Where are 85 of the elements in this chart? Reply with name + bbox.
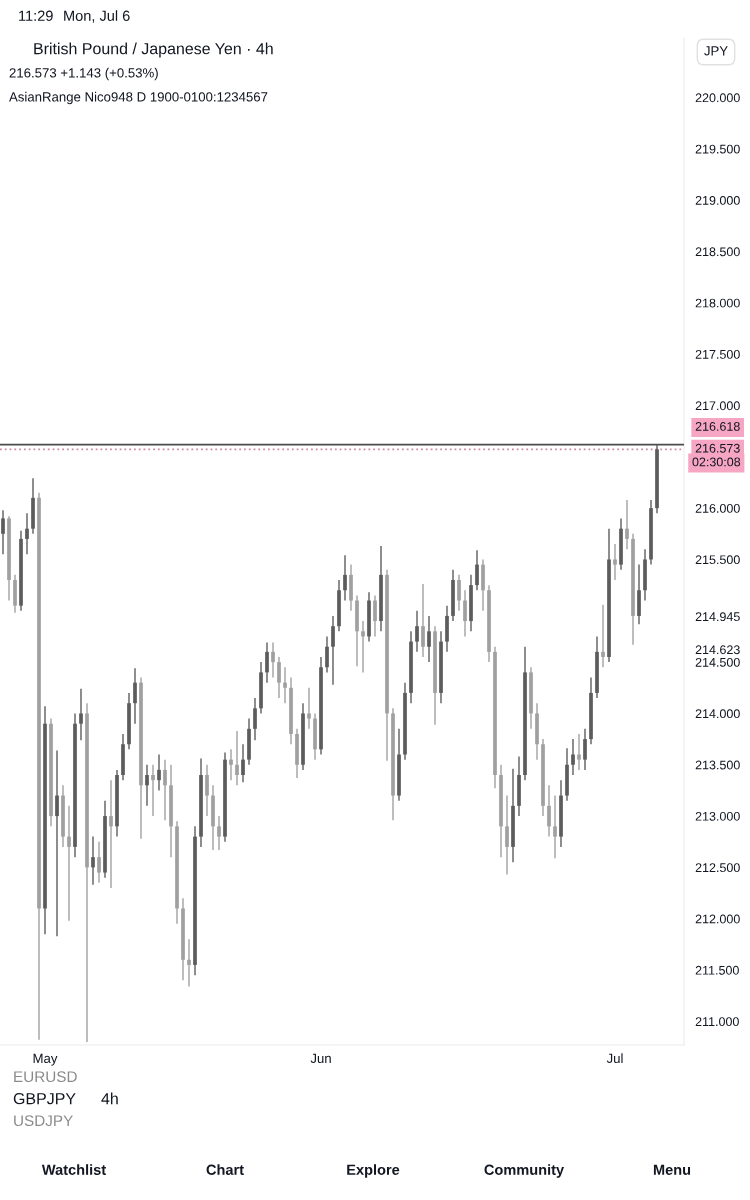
candlestick [265,641,269,684]
candlestick [325,635,329,674]
candlestick [79,688,83,741]
y-tick-label: 218.000 [695,298,740,308]
candlestick [457,574,461,612]
y-tick-label: 213.000 [695,811,740,821]
candlestick [163,758,167,821]
candlestick [475,549,479,591]
candlestick [547,784,551,838]
candlestick [343,554,347,602]
candlestick [67,805,71,922]
y-tick-label: 212.500 [695,863,740,873]
candlestick [109,779,113,889]
text: Mon, Jul 6 [64,10,130,23]
candlestick [241,743,245,783]
candlestick [229,748,233,781]
candlestick [271,641,275,679]
candlestick [97,841,101,884]
candlestick [601,603,605,668]
y-tick-label: 211.000 [695,1017,739,1027]
y-tick-label: 214.945 [695,612,740,622]
annotation: AsianRange Nico948 D 1900-0100:1234567 [9,91,268,105]
text: USDJPY [14,1115,73,1127]
candlestick [331,615,335,686]
y-tick-label: 211.500 [695,965,739,975]
x-tick-label: Jun [310,1053,331,1064]
y-tick-label: 217.500 [695,349,740,359]
candlestick [1,509,5,556]
candlestick [583,728,587,771]
x-tick-label: Jul [606,1053,623,1064]
text: Community [484,1164,565,1178]
text: Watchlist [41,1164,106,1175]
candlestick [373,594,377,638]
ref-line-label: 216.573 [695,443,740,453]
candlestick [463,589,467,638]
candlestick [625,499,629,550]
text: Explore [347,1164,400,1178]
y-tick-label: 215.500 [695,555,740,565]
candlestick [91,835,95,886]
candlestick [277,656,281,699]
candlestick [427,615,431,663]
y-tick-label: 219.000 [695,195,740,205]
candlestick [235,730,239,786]
candlestick [505,794,509,876]
candlestick [157,753,161,792]
text: GBPJPY [13,1092,76,1105]
candlestick [187,938,191,988]
y-tick-label: 219.500 [695,144,740,154]
x-tick-label: May [33,1053,58,1066]
candlestick [205,764,209,817]
candlestick [151,764,155,817]
text: 11:29 [19,10,53,21]
candlestick [415,610,419,653]
y-axis-title: JPY [704,46,728,56]
candlestick [25,512,29,556]
y-tick-label: 214.623 [695,645,740,655]
y-tick-label: 214.500 [695,657,740,667]
candlestick [577,733,581,771]
candlestick [613,543,617,581]
text: Chart [206,1164,244,1175]
y-tick-label: 216.000 [695,503,740,513]
y-tick-label: 220.000 [695,93,740,103]
chart-title: British Pound / Japanese Yen · 4h [34,42,273,58]
candlestick [361,620,365,674]
text: Menu [653,1164,691,1175]
text: 216.573 +1.143 (+0.53%) [9,67,158,81]
y-tick-label: 214.000 [695,709,740,719]
candlestick [55,749,59,937]
text: 02:30:08 [692,457,741,467]
candlestick [307,687,311,730]
y-tick-label: 212.000 [695,914,740,924]
text: EURUSD [14,1071,77,1083]
y-tick-label: 217.000 [695,401,740,411]
candlestick [283,666,287,704]
candlestick [217,815,221,851]
y-tick-label: 218.500 [695,247,740,257]
ref-line-label: 216.618 [695,422,740,431]
candlestick [145,764,149,807]
candlestick [571,738,575,776]
candlestick [421,583,425,658]
candlestick [133,667,137,725]
candlestick [553,794,557,859]
y-tick-label: 213.500 [695,760,740,770]
text: 4h [101,1092,118,1105]
candlestick [253,697,257,741]
